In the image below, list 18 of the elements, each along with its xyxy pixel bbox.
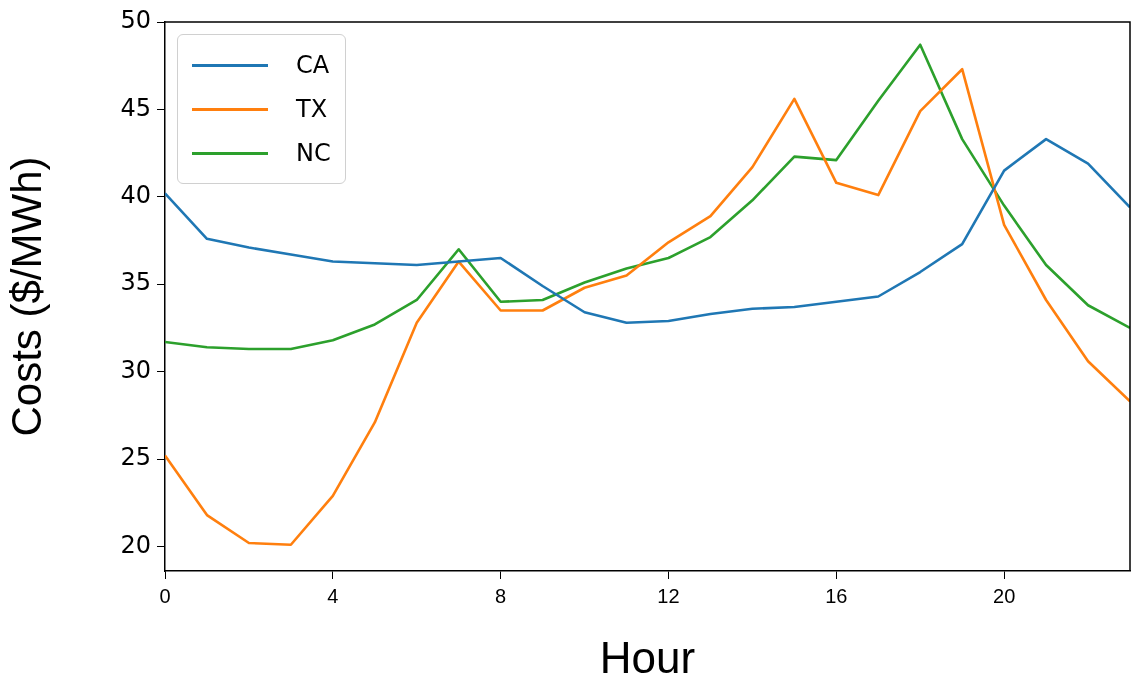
y-tick-label: 30 — [120, 355, 151, 384]
y-tick-label: 45 — [120, 93, 151, 122]
y-axis-title: Costs ($/MWh) — [2, 156, 50, 437]
y-tick-label: 40 — [120, 181, 151, 210]
x-tick-label: 20 — [993, 584, 1016, 607]
x-tick-label: 4 — [327, 584, 339, 607]
y-tick-label: 20 — [120, 530, 151, 559]
x-tick-label: 16 — [825, 584, 848, 607]
y-tick-label: 50 — [120, 6, 151, 35]
legend-label: CA — [296, 51, 330, 79]
legend-label: NC — [296, 139, 331, 167]
legend-label: TX — [296, 95, 328, 123]
x-axis-title: Hour — [599, 632, 696, 682]
y-tick-label: 25 — [120, 443, 151, 472]
y-tick-label: 35 — [120, 268, 151, 297]
x-tick-label: 0 — [159, 584, 171, 607]
x-tick-label: 12 — [657, 584, 680, 607]
x-tick-label: 8 — [495, 584, 507, 607]
